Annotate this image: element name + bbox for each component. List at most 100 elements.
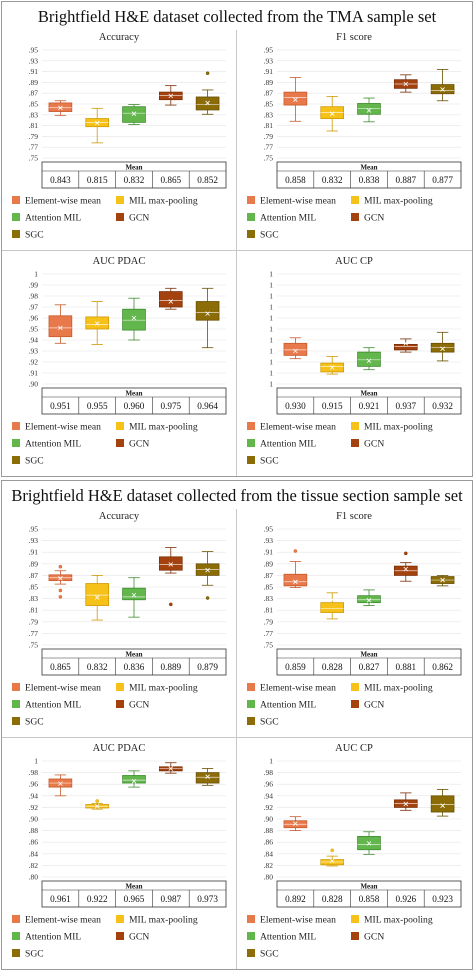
y-tick-label: .88 bbox=[264, 826, 274, 835]
mean-marker bbox=[329, 858, 335, 864]
box-4 bbox=[393, 344, 418, 351]
mean-value: 0.987 bbox=[160, 894, 181, 904]
chart-title: Accuracy bbox=[99, 511, 140, 522]
mean-marker bbox=[403, 341, 409, 346]
legend-swatch bbox=[247, 932, 255, 940]
outlier-point bbox=[95, 799, 99, 803]
legend-swatch bbox=[12, 230, 20, 238]
mean-marker bbox=[329, 365, 335, 370]
mean-marker bbox=[403, 566, 409, 572]
legend-label: Attention MIL bbox=[25, 700, 81, 711]
box-1 bbox=[283, 342, 308, 356]
mean-marker bbox=[205, 774, 210, 779]
mean-marker bbox=[58, 576, 63, 581]
y-tick-label: .93 bbox=[29, 347, 39, 356]
mean-marker bbox=[366, 108, 372, 113]
y-tick-label: .89 bbox=[264, 78, 274, 87]
mean-value: 0.887 bbox=[395, 175, 416, 185]
mean-value: 0.827 bbox=[359, 662, 380, 672]
y-tick-label: .77 bbox=[264, 143, 274, 152]
y-tick-label: 1 bbox=[269, 380, 273, 389]
box-plot: AUC PDAC .80 .82 .84 .86 .88 .90 .92 .94 .96 .98 1 M… bbox=[12, 743, 227, 960]
mean-table bbox=[276, 648, 462, 676]
legend-swatch bbox=[351, 683, 359, 691]
mean-value: 0.973 bbox=[197, 894, 218, 904]
legend-label: MIL max-pooling bbox=[129, 196, 198, 207]
legend-swatch bbox=[116, 213, 124, 221]
legend-swatch bbox=[12, 213, 20, 221]
mean-value: 0.923 bbox=[432, 894, 453, 904]
y-tick-label: .98 bbox=[264, 768, 274, 777]
y-tick-label: .77 bbox=[264, 629, 274, 638]
mean-marker bbox=[94, 120, 100, 126]
legend-label: SGC bbox=[25, 456, 44, 467]
mean-value: 0.862 bbox=[432, 662, 453, 672]
y-tick-label: .84 bbox=[29, 849, 39, 858]
legend-label: GCN bbox=[129, 213, 149, 224]
legend-swatch bbox=[247, 949, 255, 957]
legend-swatch bbox=[247, 456, 255, 464]
table-header: Mean bbox=[360, 164, 377, 172]
section-title: Brightfield H&E dataset collected from t… bbox=[11, 486, 463, 505]
mean-marker bbox=[168, 93, 174, 99]
mean-value: 0.859 bbox=[285, 662, 306, 672]
mean-marker bbox=[293, 348, 298, 354]
mean-marker bbox=[131, 779, 137, 784]
legend-swatch bbox=[247, 915, 255, 923]
legend-label: Element-wise mean bbox=[25, 422, 101, 433]
legend-label: GCN bbox=[364, 439, 384, 450]
legend-label: MIL max-pooling bbox=[364, 422, 433, 433]
chart-title: AUC PDAC bbox=[93, 256, 146, 267]
y-tick-label: 1 bbox=[269, 270, 273, 279]
legend-swatch bbox=[116, 196, 124, 204]
mean-marker bbox=[293, 97, 298, 102]
legend-swatch bbox=[116, 700, 124, 708]
y-tick-label: .93 bbox=[264, 536, 274, 545]
legend-label: Element-wise mean bbox=[260, 915, 336, 926]
mean-value: 0.865 bbox=[160, 175, 181, 185]
y-tick-label: .94 bbox=[264, 791, 274, 800]
y-tick-label: .95 bbox=[264, 46, 274, 55]
mean-marker bbox=[131, 315, 137, 321]
legend-label: SGC bbox=[25, 230, 44, 241]
y-tick-label: 1 bbox=[269, 281, 273, 290]
mean-value: 0.960 bbox=[124, 401, 145, 411]
legend-label: Attention MIL bbox=[25, 932, 81, 943]
y-tick-label: .81 bbox=[264, 606, 274, 615]
box-3 bbox=[357, 103, 381, 115]
mean-value: 0.930 bbox=[285, 401, 306, 411]
legend-label: SGC bbox=[25, 949, 44, 960]
y-tick-label: .91 bbox=[29, 369, 39, 378]
y-tick-label: .89 bbox=[29, 559, 39, 568]
y-tick-label: .97 bbox=[29, 303, 39, 312]
mean-marker bbox=[94, 803, 100, 809]
mean-value: 0.964 bbox=[197, 401, 218, 411]
table-header: Mean bbox=[125, 390, 142, 398]
y-tick-label: .95 bbox=[29, 525, 39, 534]
table-header: Mean bbox=[125, 164, 142, 172]
mean-marker bbox=[366, 358, 372, 364]
mean-value: 0.836 bbox=[124, 662, 145, 672]
y-tick-label: .91 bbox=[264, 67, 274, 76]
y-tick-label: .85 bbox=[264, 583, 274, 592]
legend-label: Attention MIL bbox=[260, 700, 316, 711]
legend-label: GCN bbox=[364, 213, 384, 224]
legend-swatch bbox=[351, 439, 359, 447]
box-plot: F1 score .75 .77 .79 .81 .83 .85 .87 .89 .91 .93 .9… bbox=[247, 511, 462, 728]
legend-swatch bbox=[12, 456, 20, 464]
legend-swatch bbox=[351, 196, 359, 204]
y-tick-label: .88 bbox=[29, 826, 39, 835]
legend-swatch bbox=[351, 932, 359, 940]
mean-value: 0.965 bbox=[124, 894, 145, 904]
chart-panel-auc-cp: AUC CP 1 1 1 1 1 1 1 1 1 1 1 Mean 0.930 0.915 0.921 0.93… bbox=[239, 252, 469, 474]
y-tick-label: .79 bbox=[264, 132, 274, 141]
y-tick-label: .91 bbox=[264, 548, 274, 557]
legend-swatch bbox=[12, 915, 20, 923]
y-tick-label: .91 bbox=[29, 548, 39, 557]
mean-marker bbox=[403, 801, 409, 807]
box-plot: AUC CP .80 .82 .84 .86 .88 .90 .92 .94 .96 .98 1 Mea… bbox=[247, 743, 462, 960]
legend-swatch bbox=[12, 717, 20, 725]
legend-swatch bbox=[12, 683, 20, 691]
legend-label: Element-wise mean bbox=[260, 196, 336, 207]
y-tick-label: 1 bbox=[269, 347, 273, 356]
